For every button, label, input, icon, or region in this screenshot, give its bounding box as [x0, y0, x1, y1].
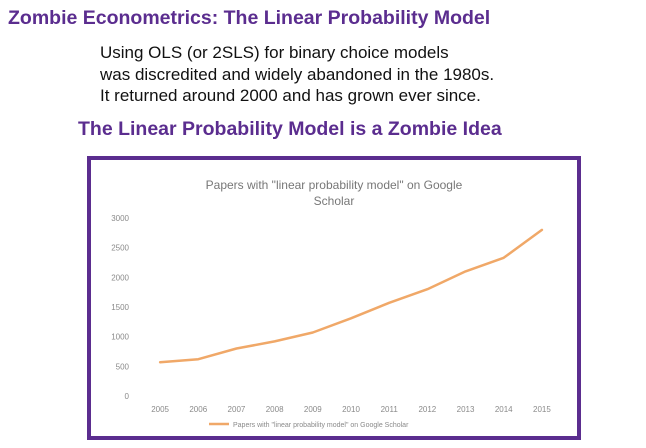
- data-point-0-4: [312, 331, 314, 334]
- data-point-0-10: [541, 229, 543, 231]
- data-point-0-3: [274, 340, 276, 343]
- data-point-0-9: [503, 257, 505, 259]
- data-point-0-7: [426, 288, 428, 290]
- y-tick-label-4: 2000: [111, 273, 129, 282]
- intro-line-3: It returned around 2000 and has grown ev…: [100, 86, 481, 105]
- y-tick-label-3: 1500: [111, 303, 129, 312]
- x-tick-label-3: 2008: [266, 405, 284, 414]
- x-tick-label-5: 2010: [342, 405, 360, 414]
- chart-title-line-2: Scholar: [313, 194, 355, 208]
- x-tick-label-8: 2013: [457, 405, 475, 414]
- intro-text: Using OLS (or 2SLS) for binary choice mo…: [100, 42, 494, 107]
- x-tick-label-2: 2007: [228, 405, 246, 414]
- y-tick-label-5: 2500: [111, 244, 129, 253]
- y-tick-label-6: 3000: [111, 214, 129, 223]
- slide-subtitle: The Linear Probability Model is a Zombie…: [78, 118, 502, 140]
- x-tick-label-4: 2009: [304, 405, 322, 414]
- chart-title-line-1: Papers with "linear probability model" o…: [205, 178, 463, 192]
- data-point-0-2: [235, 347, 238, 350]
- x-tick-label-0: 2005: [151, 405, 169, 414]
- data-point-0-6: [388, 302, 390, 304]
- x-tick-label-6: 2011: [381, 405, 399, 414]
- y-tick-label-0: 0: [125, 392, 130, 401]
- chart-frame: Papers with "linear probability model" o…: [87, 156, 581, 440]
- chart-title: Papers with "linear probability model" o…: [91, 177, 577, 209]
- x-tick-label-9: 2014: [495, 405, 513, 414]
- y-tick-label-1: 500: [116, 362, 130, 371]
- series-line-0: [158, 228, 544, 364]
- line-chart: 0 500 1000 1500 2000 2500 3000 2005 2006 2007 2008…: [111, 214, 551, 429]
- legend-label-0: Papers with "linear probability model" o…: [233, 422, 409, 429]
- intro-line-2: was discredited and widely abandoned in …: [100, 64, 495, 84]
- slide-title: Zombie Econometrics: The Linear Probabil…: [8, 7, 491, 29]
- y-tick-label-2: 1000: [111, 333, 129, 342]
- x-tick-label-10: 2015: [533, 405, 551, 414]
- intro-line-1: Using OLS (or 2SLS) for binary choice mo…: [100, 43, 449, 62]
- x-tick-label-7: 2012: [418, 405, 436, 414]
- data-point-0-0: [159, 361, 161, 363]
- x-tick-label-1: 2006: [189, 405, 207, 414]
- data-point-0-5: [350, 317, 352, 319]
- data-point-0-8: [464, 270, 467, 272]
- data-point-0-1: [197, 358, 199, 360]
